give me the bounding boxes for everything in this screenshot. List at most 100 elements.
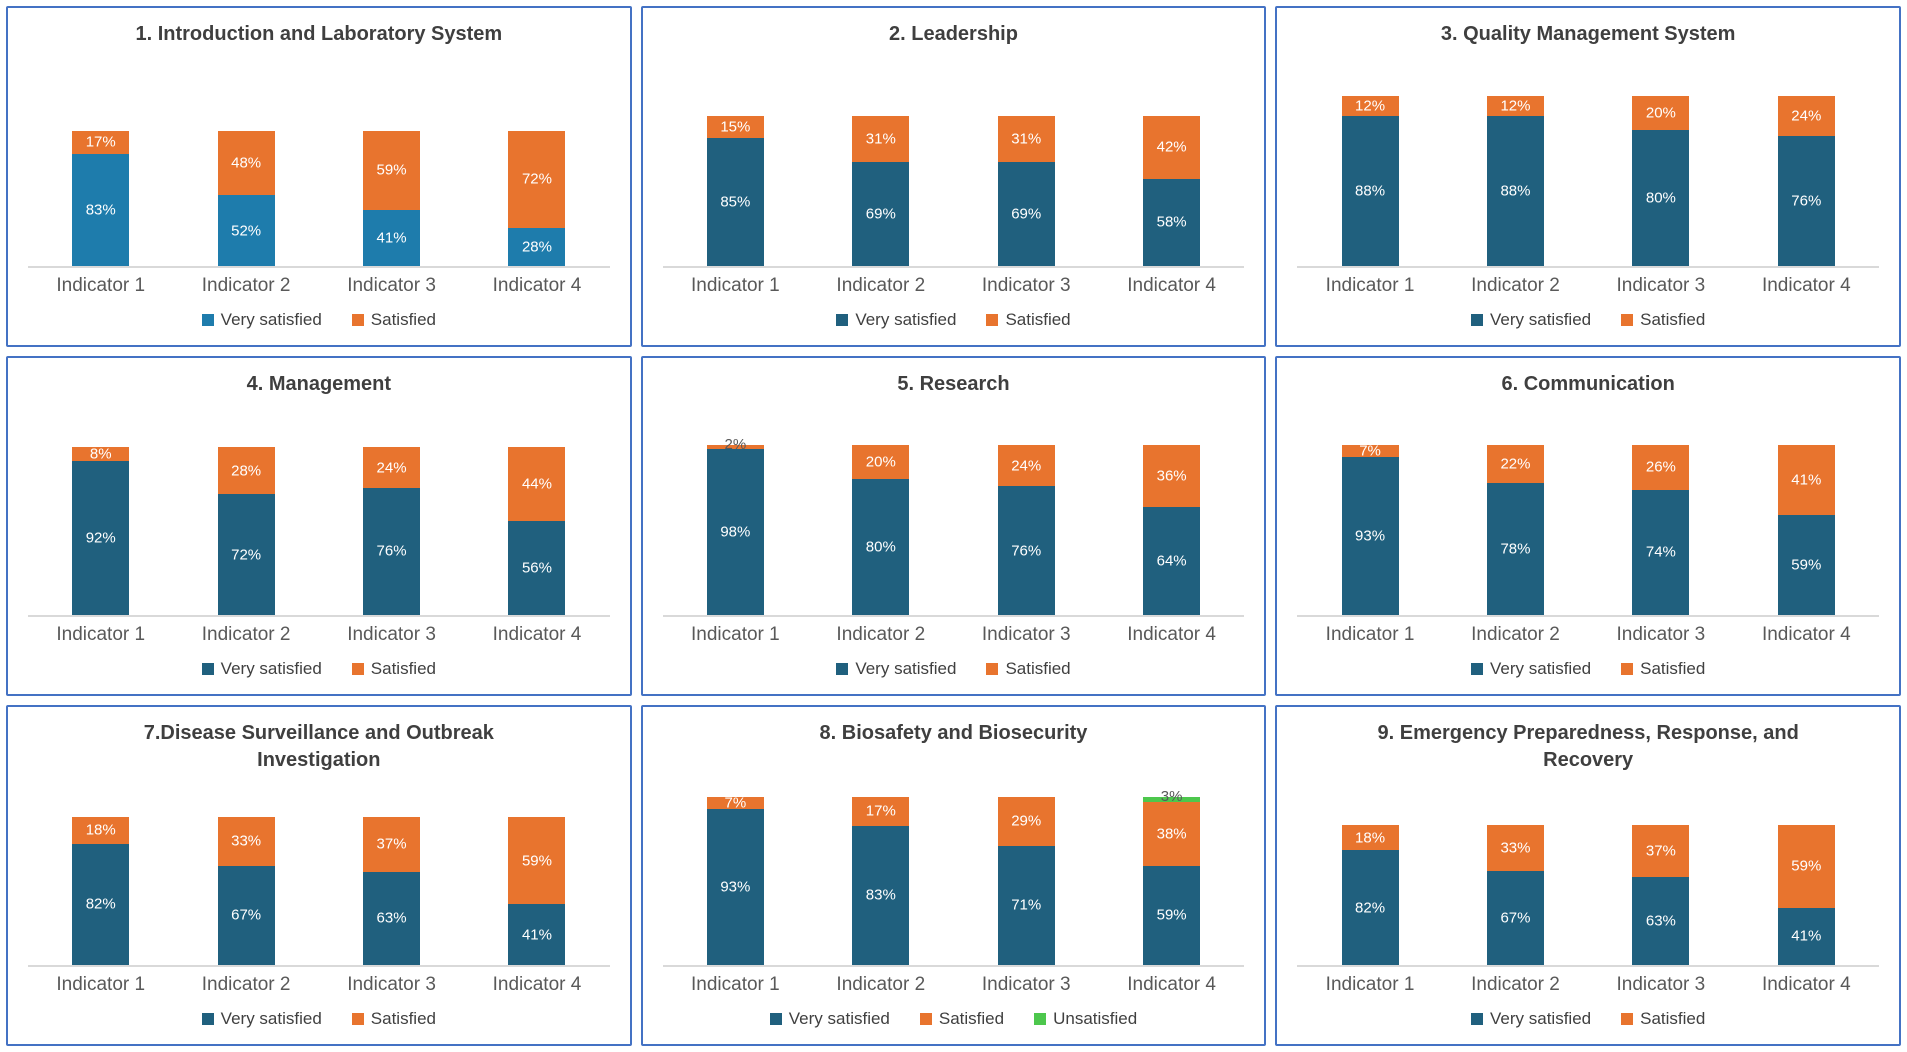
data-label: 92 [52,530,149,547]
bar-slot: 8020 [808,445,953,616]
category-label: Indicator 1 [56,973,146,995]
bar-segment-satisfied: 44 [508,447,566,522]
legend-label: Satisfied [1005,309,1071,329]
bar-slot: 7624 [954,445,1099,616]
data-label: 20 [1612,104,1709,121]
legend-item: Satisfied [986,309,1071,330]
bar-segment-very-satisfied: 41 [508,904,566,965]
data-label: 72 [488,171,585,188]
stacked-bar: 6931 [852,115,910,266]
bar-slot: 7129 [954,797,1099,965]
plot-area: 8218673363374159 [1277,774,1899,967]
data-label: 80 [1612,189,1709,206]
category-label: Indicator 3 [347,973,436,995]
bar-segment-very-satisfied: 67 [1486,871,1544,965]
legend-label: Very satisfied [1490,309,1592,329]
category-label: Indicator 4 [1127,973,1216,995]
plot-area: 8515693169315842 [643,48,1265,268]
bar-segment-satisfied: 18 [72,817,130,844]
stacked-bar: 4159 [363,130,421,266]
bar-segment-satisfied: 12 [1486,95,1544,117]
bar-slot: 6436 [1099,445,1244,616]
category-label: Indicator 4 [492,274,582,296]
bar-segment-satisfied: 7 [1341,443,1399,460]
bar-segment-satisfied: 8 [72,446,130,463]
category-label: Indicator 2 [836,973,926,995]
legend-item: Satisfied [1621,659,1705,679]
data-label: 28 [488,238,585,255]
bar-slot: 6733 [173,817,318,965]
category-axis: Indicator 1 Indicator 2 Indicator 3 Indicat… [643,617,1265,646]
stacked-bar: 6337 [363,817,421,965]
data-label: 82 [52,896,149,913]
legend-swatch [1621,1012,1634,1025]
category-label: Indicator 3 [1616,624,1706,646]
data-label: 83 [832,887,929,904]
stacked-bar: 982 [706,436,764,616]
data-label: 63 [1612,912,1709,929]
bar-segment-very-satisfied: 41 [363,210,421,266]
bars-row: 8515693169315842 [662,115,1245,268]
category-label: Indicator 2 [836,624,926,646]
data-label: 88 [1467,182,1564,199]
legend-swatch [201,663,214,676]
chart-panel: 6. Communication 937782274265941 Indicat… [1275,355,1901,697]
bar-slot: 67 33 [1443,825,1588,965]
bar-segment-satisfied: 28 [217,447,275,495]
bar-segment-satisfied: 12 [1341,95,1399,117]
category-axis: Indicator 1 Indicator 2 Indicator 3 Indicat… [1277,617,1899,646]
stacked-bar: 6931 [997,115,1055,266]
legend-swatch [201,1012,214,1025]
stacked-bar: 8317 [72,130,130,266]
stacked-bar: 7426 [1632,445,1690,616]
bar-slot: 7228 [173,447,318,616]
bars-row: 8317 5248 4159 28 72 [28,130,610,268]
bar-segment-very-satisfied: 74 [1632,489,1690,616]
bar-slot: 4159 [464,817,609,965]
bar-slot: 8812 [1443,95,1588,266]
category-label: Indicator 3 [981,624,1071,646]
data-label: 33 [1467,840,1564,857]
stacked-bar: 5248 [217,130,275,266]
category-label: Indicator 4 [492,624,582,646]
bar-segment-satisfied: 38 [1143,802,1201,866]
bar-segment-very-satisfied: 76 [1777,136,1835,266]
category-label: Indicator 2 [1471,973,1560,995]
bars-row: 8218673363374159 [1297,825,1879,967]
data-label: 59 [1758,557,1855,574]
bar-segment-satisfied: 17 [852,797,910,826]
category-axis: Indicator 1 Indicator 2 Indicator 3 Indicat… [8,617,630,646]
bar-segment-satisfied: 20 [852,445,910,480]
bar-segment-satisfied: 31 [852,115,910,163]
bar-segment-very-satisfied: 63 [363,871,421,965]
category-label: Indicator 2 [836,274,926,296]
bar-segment-satisfied: 17 [72,130,130,154]
legend-label: Very satisfied [1490,659,1592,679]
legend-label: Very satisfied [788,1008,890,1028]
bar-slot: 6931 [954,115,1099,266]
data-label: 36 [1123,467,1220,484]
bar-slot: 4159 [1734,825,1879,965]
data-label: 38 [1123,825,1220,842]
data-label: 26 [1612,459,1709,476]
chart-panel: 1. Introduction and Laboratory System 83… [6,6,632,347]
legend-label: Satisfied [370,1008,436,1028]
data-label: 15 [687,118,784,135]
bars-row: 982 802076246436 [662,436,1245,618]
data-label: 52 [198,222,295,239]
bar-slot: 982 [663,436,808,616]
chart-panel: 2. Leadership 8515693169315842 Indicator… [640,6,1267,347]
chart-panel: 7.Disease Surveillance and Outbreak Inve… [6,705,632,1046]
bar-segment-satisfied: 24 [997,445,1055,487]
data-label: 59 [1123,907,1220,924]
data-label: 59 [1758,858,1855,875]
legend-item: Very satisfied [1471,1009,1591,1029]
chart-panel: 9. Emergency Preparedness, Response, and… [1275,705,1901,1046]
category-label: Indicator 4 [1127,624,1216,646]
data-label: 12 [1322,97,1419,114]
chart-panel: 3. Quality Management System 88128812802… [1275,6,1901,347]
category-label: Indicator 2 [201,274,291,296]
bar-segment-very-satisfied: 88 [1486,116,1544,266]
bar-segment-very-satisfied: 52 [217,195,275,266]
category-label: Indicator 4 [492,973,582,995]
